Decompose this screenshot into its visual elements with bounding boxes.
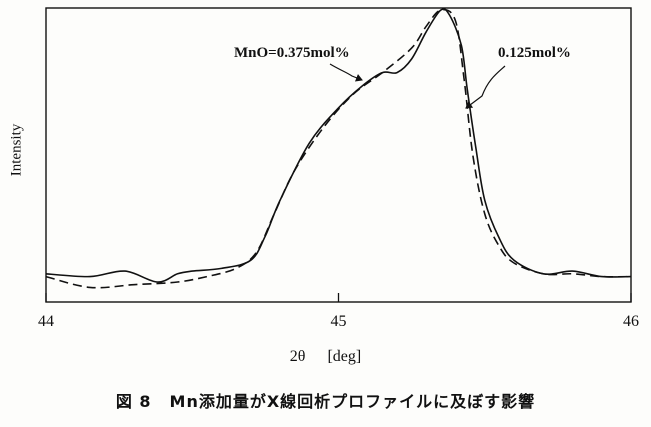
x-axis-label: 2θ [deg] (0, 348, 651, 366)
x-axis-label-text: 2θ (289, 348, 306, 365)
annotation-label-1: MnO=0.375mol% (234, 45, 350, 61)
x-tick-label-44: 44 (38, 313, 54, 330)
annotation-label-2: 0.125mol% (498, 45, 571, 61)
series-line-1 (45, 8, 632, 283)
figure-number: 図 8 (115, 392, 152, 411)
annotation-arrow-2 (465, 65, 506, 109)
y-axis-label: Intensity (8, 123, 25, 177)
series-line-2 (45, 8, 632, 289)
x-axis-unit: [deg] (327, 348, 362, 365)
annotation-arrow-1 (329, 63, 363, 82)
chart-plot: 44 45 46 MnO=0.375mol% 0.125mol% (38, 7, 639, 330)
x-tick-label-46: 46 (623, 313, 639, 330)
x-tick-label-45: 45 (331, 313, 347, 330)
figure-caption: 図 8 Mn添加量がX線回析プロファイルに及ぼす影響 (0, 388, 651, 412)
figure-caption-text: Mn添加量がX線回析プロファイルに及ぼす影響 (169, 392, 536, 411)
